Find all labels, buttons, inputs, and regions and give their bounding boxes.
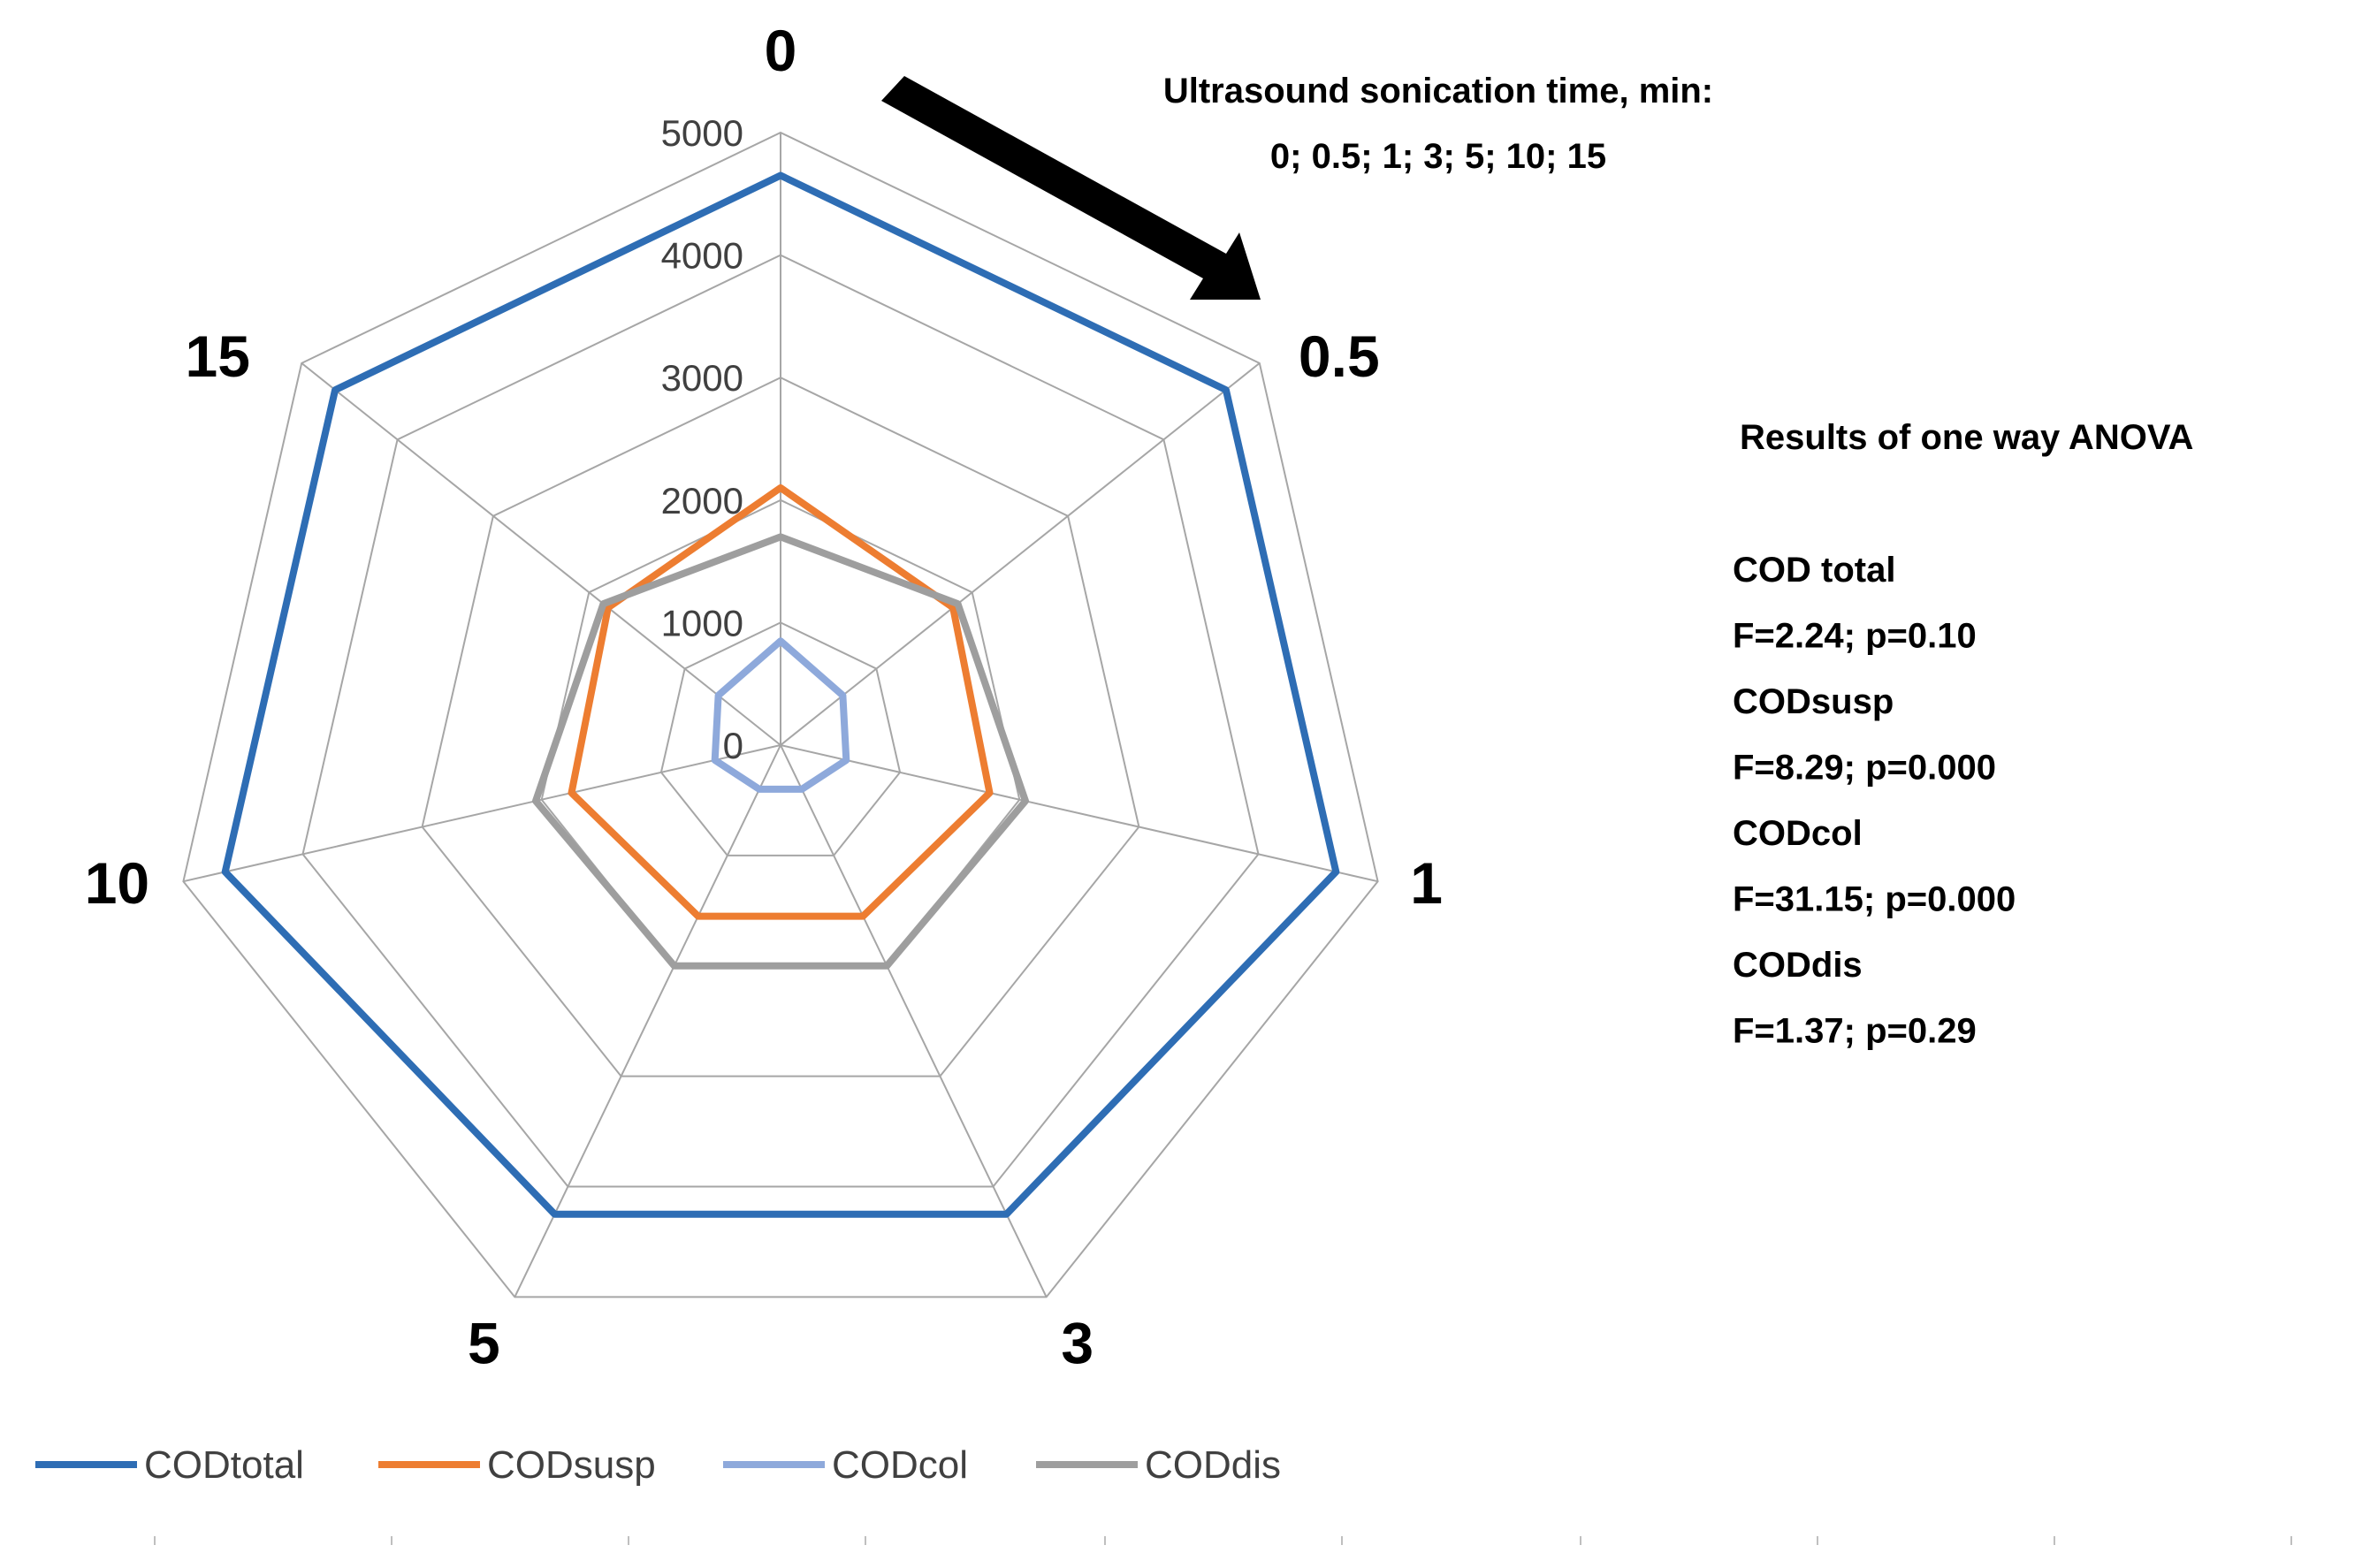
category-label: 15 xyxy=(185,323,249,389)
direction-arrow-icon xyxy=(881,76,1261,300)
bottom-axis-ticks xyxy=(154,1536,2292,1545)
tick-label: 4000 xyxy=(661,235,743,277)
tick-label: 1000 xyxy=(661,602,743,643)
category-label: 0 xyxy=(765,18,797,83)
anova-label: CODsusp xyxy=(1733,682,1894,721)
chart-legend: CODtotal CODsusp CODcol CODdis xyxy=(35,1443,1281,1487)
grid-spoke-5 xyxy=(183,744,781,883)
grid-spoke-6 xyxy=(301,362,781,746)
anova-label: CODdis xyxy=(1733,946,1863,985)
series-CODcol xyxy=(711,637,850,793)
anova-stat: F=1.37; p=0.29 xyxy=(1733,1012,1977,1051)
series-CODsusp xyxy=(568,483,994,920)
anova-stat: F=2.24; p=0.10 xyxy=(1733,617,1977,656)
category-label: 5 xyxy=(468,1310,500,1375)
anova-stat: F=31.15; p=0.000 xyxy=(1733,880,2016,919)
grid-spoke-3 xyxy=(780,744,1048,1298)
grid-spoke-2 xyxy=(780,744,1378,883)
legend-label: CODdis xyxy=(1145,1443,1281,1487)
tick-label: 2000 xyxy=(661,480,743,521)
radar-grid xyxy=(182,131,1379,1298)
series-CODdis xyxy=(532,533,1029,970)
grid-spoke-1 xyxy=(780,362,1261,746)
anova-label: COD total xyxy=(1733,551,1895,590)
radar-series xyxy=(221,171,1340,1218)
category-label: 0.5 xyxy=(1299,323,1380,389)
radar-tick-labels: 0 1000 2000 3000 4000 5000 xyxy=(661,112,743,766)
grid-spoke-4 xyxy=(514,744,781,1298)
anova-results: COD total F=2.24; p=0.10 CODsusp F=8.29; p=… xyxy=(1733,551,2016,1051)
tick-label: 0 xyxy=(723,725,743,766)
category-label: 1 xyxy=(1410,850,1443,916)
category-label: 3 xyxy=(1061,1310,1094,1375)
tick-label: 3000 xyxy=(661,357,743,399)
anova-stat: F=8.29; p=0.000 xyxy=(1733,749,1996,788)
legend-label: CODsusp xyxy=(487,1443,656,1487)
grid-ring-4 xyxy=(301,254,1260,1188)
category-label: 10 xyxy=(85,850,149,916)
grid-ring-5 xyxy=(182,131,1379,1298)
tick-label: 5000 xyxy=(661,112,743,154)
anova-heading: Results of one way ANOVA xyxy=(1740,418,2193,457)
series-CODtotal xyxy=(221,171,1340,1218)
anova-label: CODcol xyxy=(1733,814,1863,853)
grid-ring-3 xyxy=(421,377,1140,1077)
sonication-annotation-line1: Ultrasound sonication time, min: xyxy=(1163,72,1713,110)
legend-label: CODtotal xyxy=(144,1443,304,1487)
legend-label: CODcol xyxy=(832,1443,968,1487)
sonication-annotation-line2: 0; 0.5; 1; 3; 5; 10; 15 xyxy=(1270,137,1606,176)
radar-category-labels: 0 0.5 1 3 5 10 15 xyxy=(85,18,1443,1375)
grid-ring-1 xyxy=(659,621,902,856)
